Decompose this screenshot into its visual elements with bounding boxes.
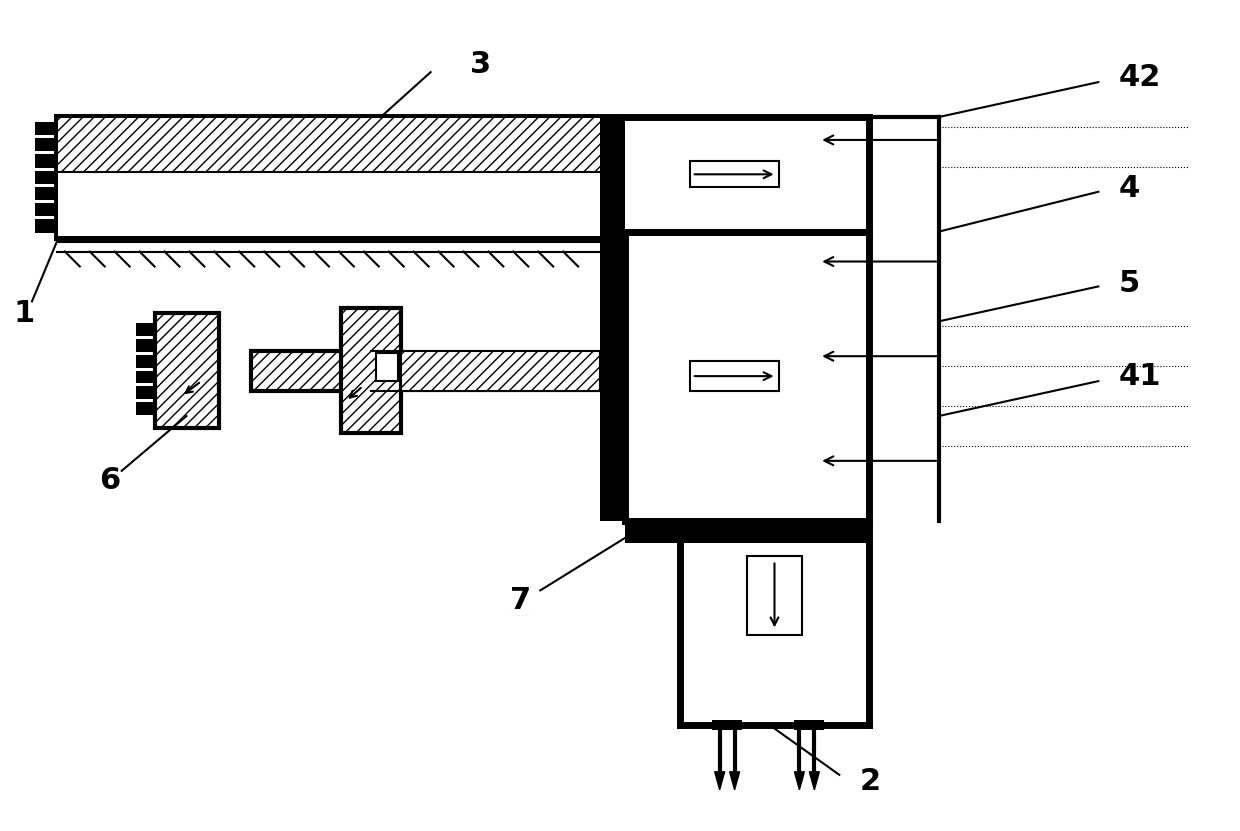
Bar [625,521,869,543]
Bar [35,122,57,135]
Bar [625,117,869,232]
Bar [35,219,57,233]
Polygon shape [810,772,820,789]
Bar [252,352,371,391]
Text: 2: 2 [859,767,880,796]
Bar [135,323,154,336]
Bar [35,203,57,216]
Bar [135,371,154,383]
Text: 1: 1 [14,299,35,328]
Polygon shape [714,772,724,789]
Bar [401,352,600,391]
Bar [746,556,802,635]
Polygon shape [729,772,739,789]
Text: 42: 42 [1118,62,1161,91]
Bar [58,118,619,172]
Bar [135,402,154,415]
Bar [689,361,780,391]
Bar [680,519,869,541]
Text: 41: 41 [1118,361,1161,391]
Text: 5: 5 [1118,269,1140,298]
Bar [135,355,154,367]
Text: 7: 7 [510,586,531,615]
Bar [155,313,219,428]
Bar [35,155,57,168]
Text: 6: 6 [99,466,120,495]
Bar [58,118,619,172]
Bar [135,386,154,399]
Bar [600,117,625,521]
Bar [689,161,780,187]
Text: 3: 3 [470,50,491,79]
Bar [35,170,57,184]
Bar [58,172,619,236]
Bar [57,117,620,237]
Bar [35,187,57,200]
Bar [625,232,869,521]
Bar [341,308,401,433]
Bar [135,339,154,352]
Bar [712,720,742,730]
Bar [795,720,825,730]
Polygon shape [795,772,805,789]
Bar [376,353,398,381]
Text: 4: 4 [1118,175,1140,204]
Bar [680,521,869,725]
Bar [35,138,57,151]
